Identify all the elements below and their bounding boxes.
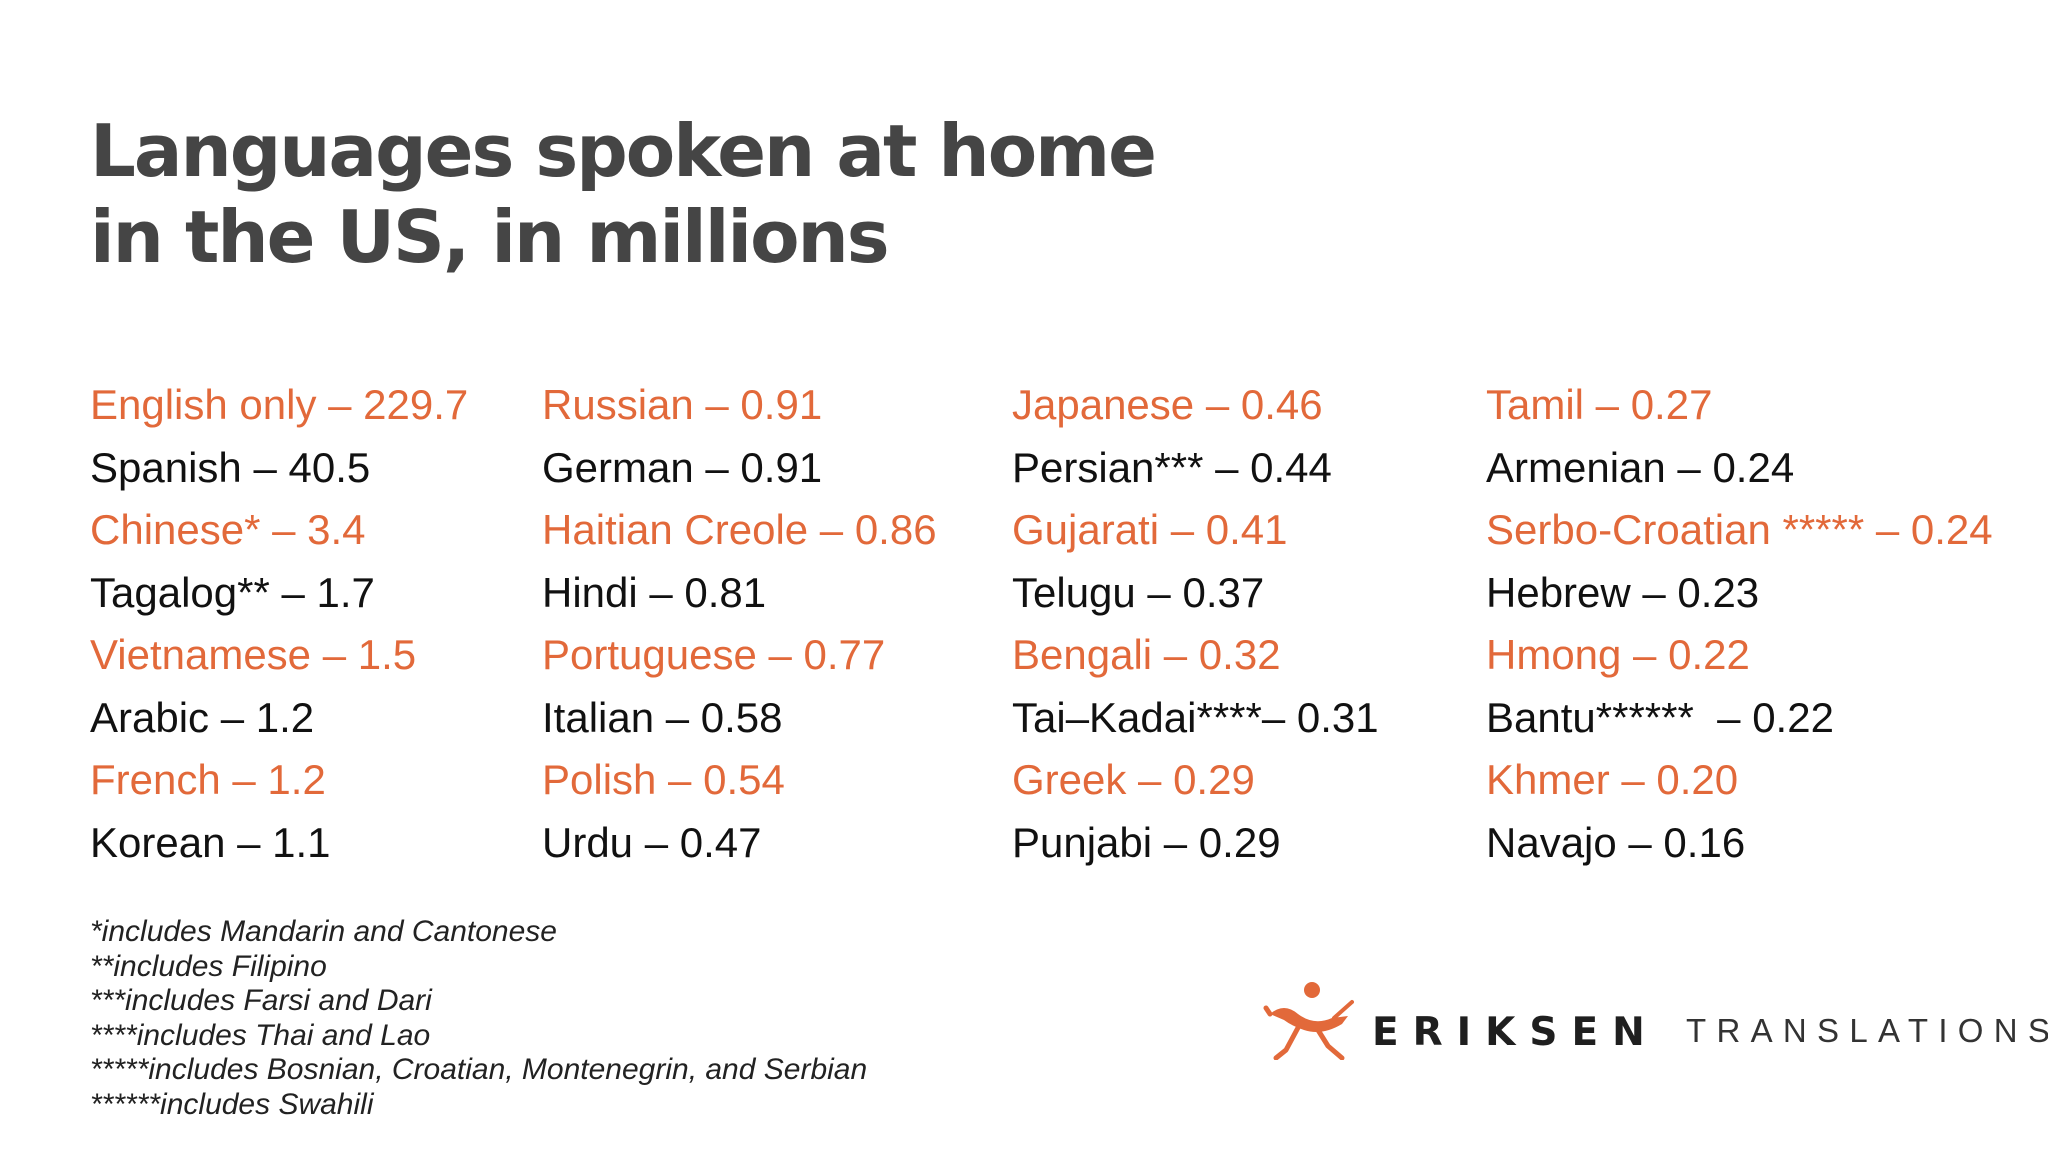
language-entry: Polish – 0.54 bbox=[542, 756, 785, 803]
language-entry: Telugu – 0.37 bbox=[1012, 568, 1265, 616]
language-entry: Russian – 0.91 bbox=[542, 381, 823, 428]
language-column-4: Tamil – 0.27 Armenian – 0.24 Serbo-Croat… bbox=[1486, 374, 1993, 874]
language-entry: German – 0.91 bbox=[542, 443, 823, 491]
language-entry: Khmer – 0.20 bbox=[1486, 756, 1739, 803]
language-entry: Persian*** – 0.44 bbox=[1012, 443, 1332, 491]
language-entry: French – 1.2 bbox=[90, 756, 326, 803]
language-entry: Japanese – 0.46 bbox=[1012, 381, 1323, 428]
language-entry: Tai–Kadai****– 0.31 bbox=[1012, 693, 1379, 741]
title-line-1: Languages spoken at home bbox=[90, 109, 1157, 193]
language-entry: Greek – 0.29 bbox=[1012, 756, 1255, 803]
language-entry: Hindi – 0.81 bbox=[542, 568, 767, 616]
footnote: *****includes Bosnian, Croatian, Montene… bbox=[90, 1053, 868, 1086]
brand-subtitle: TRANSLATIONS bbox=[1686, 1012, 2048, 1049]
language-entry: Vietnamese – 1.5 bbox=[90, 631, 417, 678]
language-entry: Hebrew – 0.23 bbox=[1486, 568, 1760, 616]
footnote: *includes Mandarin and Cantonese bbox=[90, 915, 557, 948]
language-column-2: Russian – 0.91 German – 0.91 Haitian Cre… bbox=[542, 374, 937, 874]
language-entry: Korean – 1.1 bbox=[90, 818, 331, 866]
brand-name: ERIKSEN bbox=[1372, 1010, 1659, 1055]
running-figure-icon bbox=[1263, 982, 1354, 1060]
language-entry: Gujarati – 0.41 bbox=[1012, 506, 1288, 553]
language-entry: Tagalog** – 1.7 bbox=[90, 568, 375, 616]
language-entry: Spanish – 40.5 bbox=[90, 443, 371, 491]
language-entry: Armenian – 0.24 bbox=[1486, 443, 1795, 491]
footnotes: *includes Mandarin and Cantonese **inclu… bbox=[90, 915, 867, 1122]
language-column-3: Japanese – 0.46 Persian*** – 0.44 Gujara… bbox=[1012, 374, 1379, 874]
footnote: **includes Filipino bbox=[90, 949, 327, 983]
language-entry: Haitian Creole – 0.86 bbox=[542, 506, 937, 553]
language-entry: Hmong – 0.22 bbox=[1486, 631, 1750, 678]
language-entry: Chinese* – 3.4 bbox=[90, 506, 366, 553]
footnote: ******includes Swahili bbox=[90, 1087, 374, 1121]
footnote: ****includes Thai and Lao bbox=[90, 1018, 431, 1052]
language-entry: Tamil – 0.27 bbox=[1486, 381, 1713, 428]
language-column-1: English only – 229.7 Spanish – 40.5 Chin… bbox=[90, 374, 468, 874]
language-entry: Serbo-Croatian ***** – 0.24 bbox=[1486, 506, 1993, 553]
language-entry: Urdu – 0.47 bbox=[542, 818, 762, 866]
language-entry: English only – 229.7 bbox=[90, 381, 469, 428]
language-entry: Italian – 0.58 bbox=[542, 693, 783, 741]
page-title: Languages spoken at home in the US, in m… bbox=[90, 108, 1157, 280]
language-entry: Bantu****** – 0.22 bbox=[1486, 693, 1834, 741]
language-entry: Portuguese – 0.77 bbox=[542, 631, 886, 678]
language-entry: Navajo – 0.16 bbox=[1486, 818, 1746, 866]
language-entry: Bengali – 0.32 bbox=[1012, 631, 1281, 678]
language-entry: Arabic – 1.2 bbox=[90, 693, 315, 741]
language-entry: Punjabi – 0.29 bbox=[1012, 818, 1281, 866]
title-line-2: in the US, in millions bbox=[90, 195, 890, 279]
footnote: ***includes Farsi and Dari bbox=[90, 984, 432, 1017]
